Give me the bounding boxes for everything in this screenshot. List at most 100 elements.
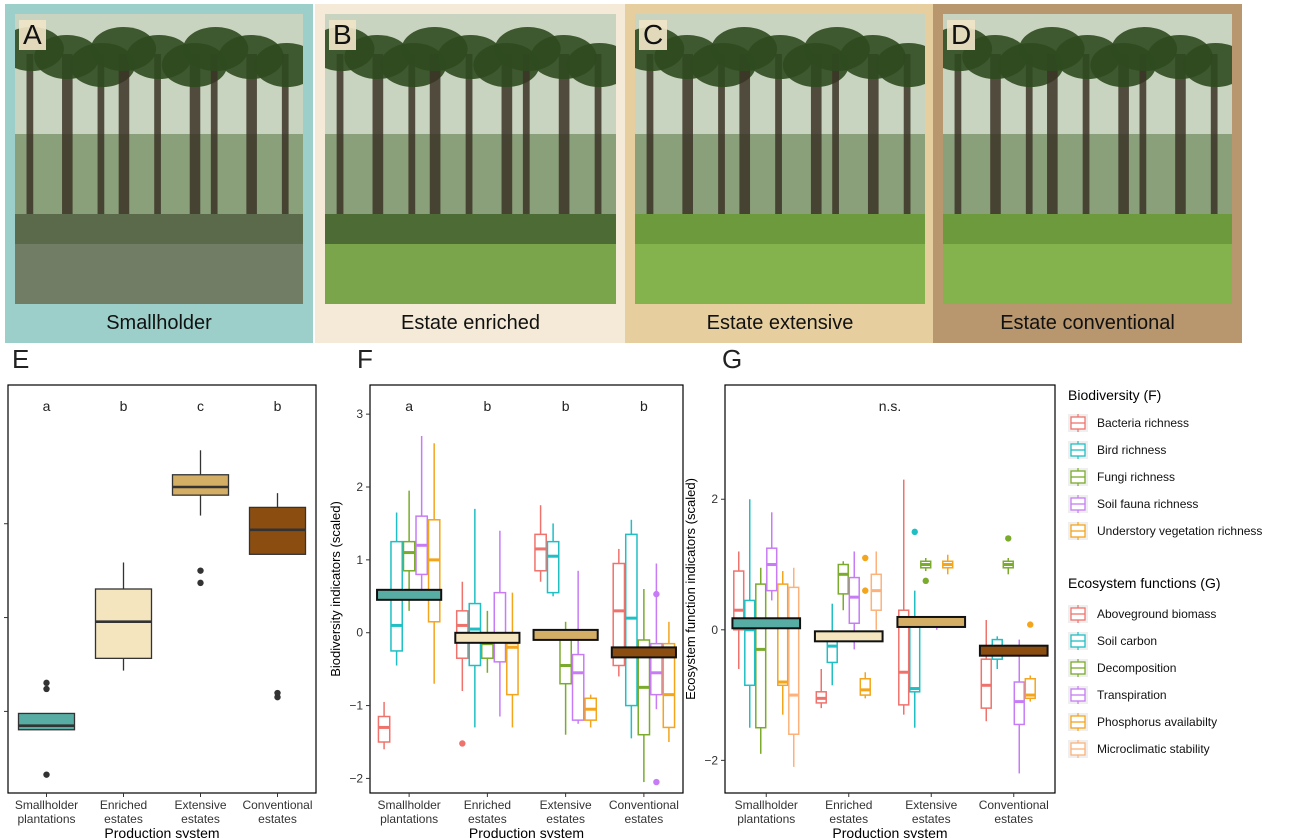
legend-label: Aboveground biomass [1097,607,1216,621]
x-tick-label: estates [625,812,664,826]
photo-caption: Estate conventional [1000,312,1175,334]
x-tick-label: estates [258,812,297,826]
plantation-photo: A [15,14,303,304]
indicator-box-box [837,563,849,595]
system-box-outlier [274,689,281,697]
legend-label: Soil carbon [1097,634,1157,648]
indicator-box-outlier [1005,535,1012,542]
x-tick-label: estates [994,812,1033,826]
system-box-box [17,712,76,731]
x-tick-label: Enriched [825,798,872,812]
photo-caption: Estate enriched [401,312,540,334]
indicator-box-box [848,576,860,625]
significance-letter: b [562,398,570,414]
x-tick-label: estates [829,812,868,826]
x-tick-label: Extensive [174,798,226,812]
mean-bar [454,631,521,644]
indicator-box-box [744,599,756,687]
x-axis-label: Production system [469,825,584,838]
x-tick-label: Conventional [609,798,679,812]
legend-label: Fungi richness [1097,470,1175,484]
x-tick-label: estates [181,812,220,826]
panel-letter: A [19,20,46,50]
legend-label: Decomposition [1097,661,1176,675]
indicator-box-box [898,609,910,706]
mean-bar [813,630,884,643]
indicator-box-box [427,519,441,623]
panel-letter: C [639,20,668,50]
y-tick-label: 2 [356,480,363,494]
y-tick-label: −1 [349,699,363,713]
indicator-box-outlier [862,587,869,594]
indicator-box-box [612,562,626,667]
x-tick-label: Enriched [464,798,511,812]
x-tick-label: estates [104,812,143,826]
indicator-box-outlier [653,778,660,786]
indicator-box-outlier [911,528,918,536]
indicator-box-outlier [1027,621,1034,628]
x-tick-label: Smallholder [735,798,798,812]
significance-label: n.s. [879,398,902,414]
x-axis-label: Production system [832,825,947,838]
x-tick-label: plantations [380,812,438,826]
y-tick-label: 0 [711,623,718,637]
x-axis-label: Production system [104,825,219,838]
indicator-box-box [859,678,871,696]
significance-letter: b [274,398,282,414]
plantation-photo: B [325,14,616,304]
y-tick-label: −2 [704,753,718,767]
indicator-box-outlier [922,577,929,585]
x-tick-label: Extensive [905,798,957,812]
x-tick-label: estates [912,812,951,826]
significance-letter: a [43,398,51,414]
legend-label: Bird richness [1097,443,1166,457]
x-tick-label: Smallholder [15,798,78,812]
x-tick-label: Smallholder [377,798,440,812]
indicator-box-outlier [459,740,466,747]
indicator-box-box [493,591,507,663]
y-tick-label: −2 [349,771,363,785]
x-tick-label: Conventional [979,798,1049,812]
photo-panel-a: A Smallholder [5,4,313,343]
legend-label: Soil fauna richness [1097,497,1198,511]
significance-letter: b [483,398,491,414]
system-box-outlier [43,685,50,693]
y-tick-label: 0 [356,626,363,640]
panel-letter-f: F [357,344,373,374]
legend-label: Phosphorus availabilty [1097,715,1217,729]
legend-label: Transpiration [1097,688,1167,702]
system-box-box [94,588,153,660]
significance-letter: c [197,398,204,414]
system-box-box [171,474,230,496]
system-box-outlier [43,679,50,687]
photo-caption: Estate extensive [706,312,854,334]
plot-frame [724,384,1056,794]
indicator-box-box [755,583,767,729]
legend-title-biodiversity: Biodiversity (F) [1068,387,1161,403]
indicator-box-box [1024,678,1036,700]
indicator-box-outlier [653,590,660,598]
indicator-box-box [559,635,573,685]
indicator-box-box [650,642,663,696]
x-tick-label: plantations [737,812,795,826]
y-axis-label: Ecosystem function indicators (scaled) [683,478,698,700]
indicator-box-box [377,715,391,743]
indicator-box-box [980,658,992,709]
plantation-photo: D [943,14,1232,304]
mean-bar [610,646,677,659]
plantation-photo: C [635,14,925,304]
x-tick-label: Enriched [100,798,147,812]
indicator-box-outlier [862,554,869,562]
indicator-box-box [402,540,416,572]
photo-panel-b: B Estate enriched [315,4,626,343]
x-tick-label: plantations [17,812,75,826]
indicator-box-box [571,653,585,721]
panel-letter: D [947,20,976,50]
y-tick-label: 1 [356,553,363,567]
panel-letter: B [329,20,356,50]
photo-panel-d: D Estate conventional [933,4,1242,343]
x-tick-label: estates [546,812,585,826]
mean-bar [376,588,443,601]
mean-bar [978,644,1049,657]
